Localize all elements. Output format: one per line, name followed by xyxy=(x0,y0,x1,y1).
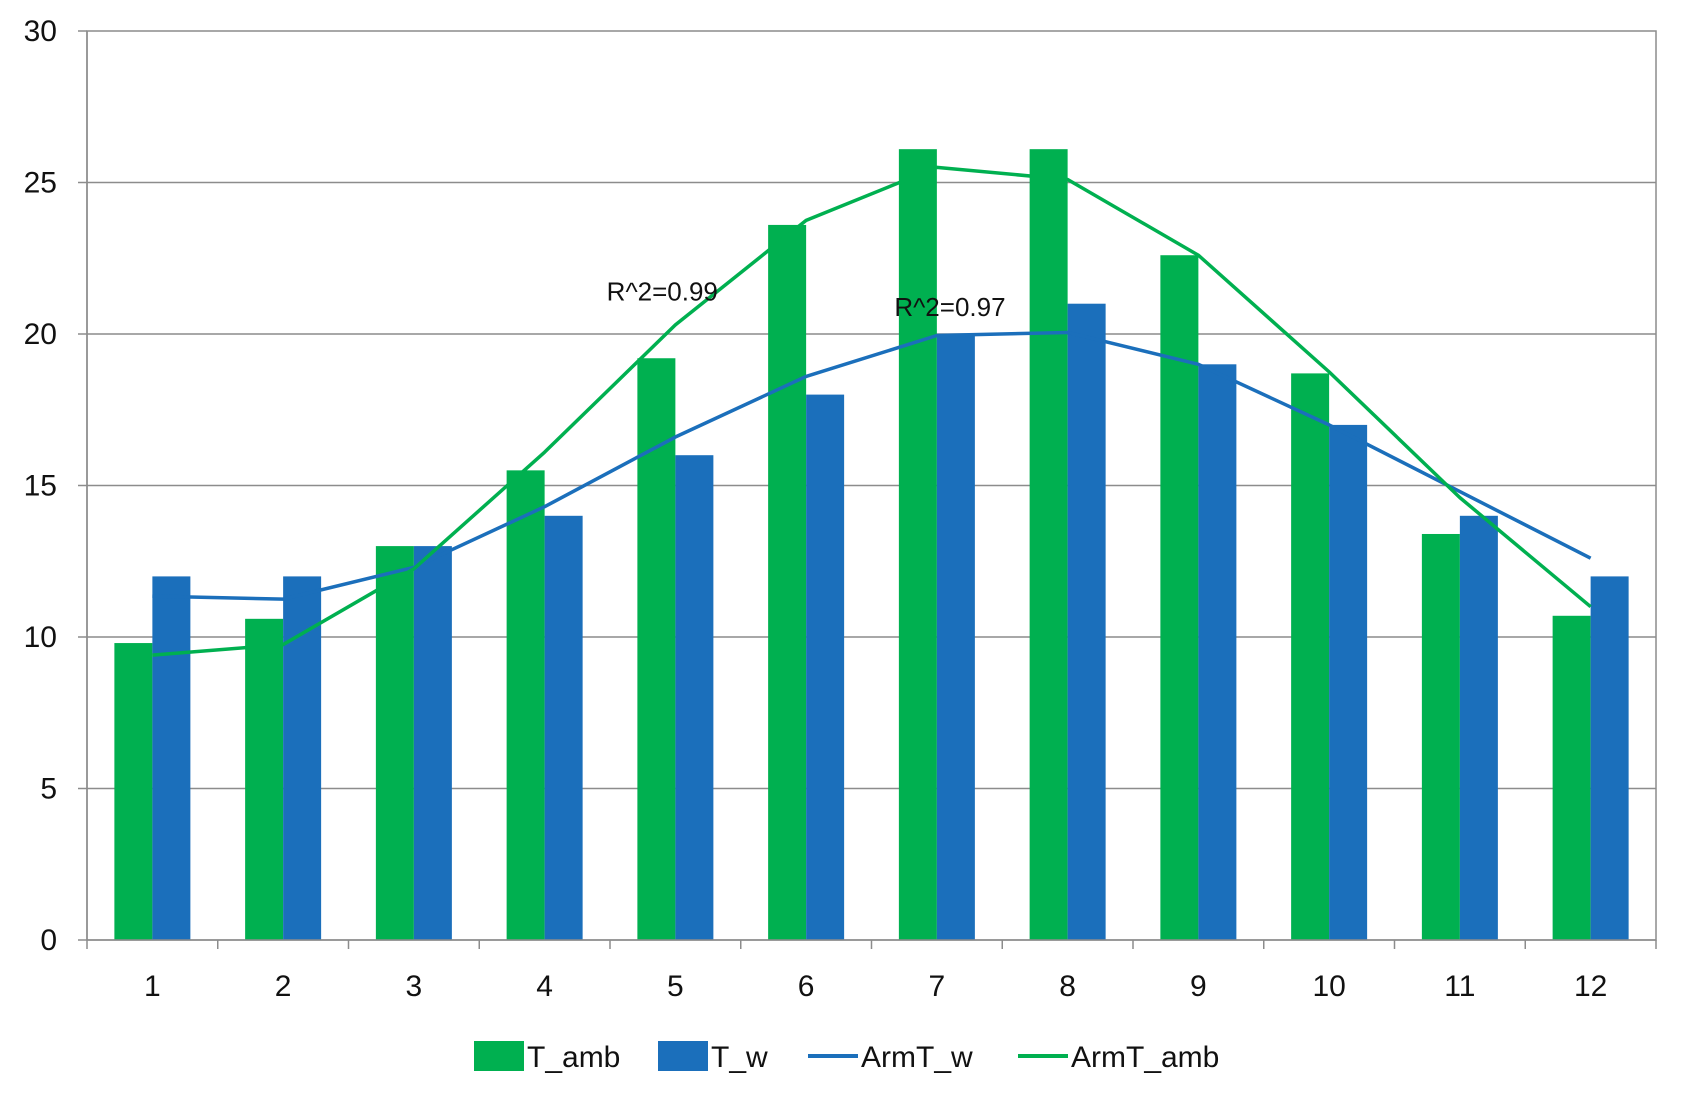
legend-label: ArmT_w xyxy=(861,1041,973,1074)
legend-item-t-w: T_w xyxy=(658,1041,768,1074)
bar-t-amb xyxy=(375,546,414,940)
bar-t-w xyxy=(1459,515,1498,940)
bar-t-w xyxy=(675,455,714,940)
bar-t-amb xyxy=(1421,533,1460,940)
bar-t-w xyxy=(1198,364,1237,940)
x-tick-label: 2 xyxy=(275,970,292,1003)
bar-t-amb xyxy=(114,643,153,940)
r-squared-annotation: R^2=0.99 xyxy=(607,277,718,307)
r-squared-annotation: R^2=0.97 xyxy=(894,292,1005,322)
legend-item-t-amb: T_amb xyxy=(474,1041,620,1074)
legend-swatch xyxy=(658,1041,708,1071)
bar-t-w xyxy=(1067,303,1106,940)
y-tick-label: 20 xyxy=(24,318,57,351)
x-tick-label: 8 xyxy=(1059,970,1076,1003)
y-tick-label: 5 xyxy=(40,773,57,806)
x-tick-label: 4 xyxy=(536,970,553,1003)
y-tick-label: 0 xyxy=(40,924,57,957)
x-tick-label: 9 xyxy=(1190,970,1207,1003)
bar-t-w xyxy=(544,515,583,940)
bar-t-w xyxy=(806,394,845,941)
y-tick-label: 10 xyxy=(24,621,57,654)
bar-t-amb xyxy=(1029,149,1068,941)
legend: T_amb T_w ArmT_w ArmT_amb xyxy=(474,1041,1219,1074)
bar-t-w xyxy=(152,576,191,940)
bar-t-w xyxy=(1590,576,1629,940)
grid-layer xyxy=(86,30,1657,941)
x-tick-label: 6 xyxy=(798,970,815,1003)
legend-swatch xyxy=(474,1041,524,1071)
x-tick-label: 1 xyxy=(144,970,161,1003)
x-tick-label: 11 xyxy=(1444,970,1475,1003)
bar-t-w xyxy=(413,546,452,940)
bar-t-amb xyxy=(898,149,937,941)
x-tick-label: 12 xyxy=(1574,970,1607,1003)
bar-t-amb xyxy=(1291,373,1330,940)
x-tick-label: 5 xyxy=(667,970,684,1003)
y-tick-label: 25 xyxy=(24,167,57,200)
legend-label: T_w xyxy=(711,1041,768,1074)
legend-item-armt-w: ArmT_w xyxy=(808,1041,973,1074)
bar-t-amb xyxy=(1552,615,1591,940)
annotations-layer: R^2=0.99 R^2=0.97 xyxy=(607,277,1006,322)
x-tick-label: 10 xyxy=(1312,970,1345,1003)
bar-t-amb xyxy=(245,618,284,940)
x-tick-label: 3 xyxy=(406,970,423,1003)
y-tick-label: 15 xyxy=(24,470,57,503)
legend-item-armt-amb: ArmT_amb xyxy=(1018,1041,1219,1074)
lines-layer xyxy=(152,165,1592,657)
bars-layer xyxy=(114,149,1629,941)
bar-t-amb xyxy=(768,224,807,941)
bar-t-w xyxy=(936,334,975,940)
x-tick-label: 7 xyxy=(929,970,946,1003)
line-armt-amb xyxy=(152,165,1592,657)
bar-t-amb xyxy=(506,470,545,940)
bar-t-w xyxy=(283,576,322,940)
line-armt-w xyxy=(152,330,1592,601)
bar-t-w xyxy=(1329,424,1368,940)
y-tick-label: 30 xyxy=(24,15,57,48)
legend-label: T_amb xyxy=(527,1041,620,1074)
legend-label: ArmT_amb xyxy=(1071,1041,1219,1074)
bar-t-amb xyxy=(1160,255,1199,941)
